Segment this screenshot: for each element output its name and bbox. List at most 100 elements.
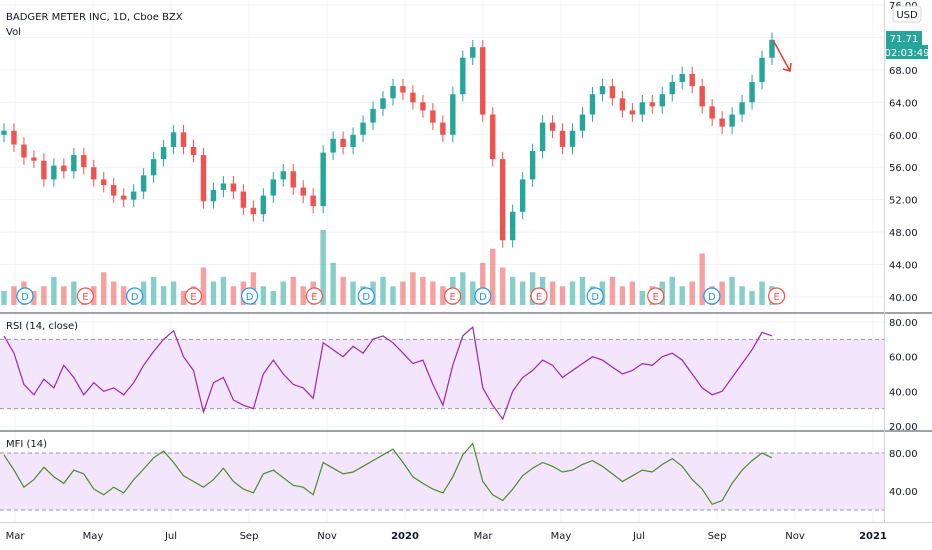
time-tick-label: Sep xyxy=(708,531,727,542)
mfi-tick-label: 80.00 xyxy=(889,449,918,460)
volume-bar xyxy=(71,281,77,305)
candle-body xyxy=(250,207,257,215)
candle-body xyxy=(689,73,695,87)
dividend-marker[interactable] xyxy=(357,287,375,305)
candle-body xyxy=(410,92,416,103)
volume-bar xyxy=(410,272,416,305)
earnings-marker[interactable] xyxy=(76,287,95,305)
volume-bar xyxy=(639,290,646,305)
candle-body xyxy=(200,155,207,202)
candle-body xyxy=(340,138,346,147)
candle-body xyxy=(450,94,456,135)
earnings-marker[interactable] xyxy=(184,287,203,305)
candle-body xyxy=(11,130,17,145)
candle-body xyxy=(759,57,765,83)
price-tick-label: 44.00 xyxy=(889,261,918,272)
earnings-marker[interactable] xyxy=(647,287,665,305)
candle-body xyxy=(130,191,137,200)
volume-bar xyxy=(320,230,326,305)
dividend-marker[interactable] xyxy=(16,287,34,305)
time-tick-label: Sep xyxy=(240,531,259,542)
rsi-band-fill xyxy=(0,339,884,409)
price-tick-label: 68.00 xyxy=(889,66,918,77)
last-price-value: 71.71 xyxy=(890,34,919,45)
candle-body xyxy=(310,195,316,207)
candle-body xyxy=(480,47,486,115)
dividend-marker[interactable] xyxy=(474,287,492,305)
volume-bar xyxy=(529,272,536,305)
volume-bar xyxy=(340,276,346,305)
candle-body xyxy=(260,195,267,215)
volume-bar xyxy=(31,290,37,305)
time-tick-label: Mar xyxy=(474,531,494,542)
candle-body xyxy=(420,102,426,111)
candle-body xyxy=(699,86,705,107)
volume-bar xyxy=(679,286,685,305)
earnings-marker[interactable] xyxy=(530,287,548,305)
volume-bar xyxy=(579,276,586,305)
candle-body xyxy=(440,122,446,135)
mfi-series xyxy=(3,442,773,506)
time-axis[interactable]: Mar May Jul Sep Nov 2020 Mar May Jul Sep Nov 2021 xyxy=(6,531,887,542)
volume-bar xyxy=(490,248,496,305)
event-marker-letter: D xyxy=(131,292,139,303)
candle-body xyxy=(300,187,306,196)
earnings-marker[interactable] xyxy=(305,287,323,305)
price-axis[interactable]: 76.0072.0068.0064.0060.0056.0052.0048.00… xyxy=(889,1,918,498)
candle-body xyxy=(519,179,526,212)
price-candles xyxy=(1,32,775,248)
event-marker-letter: D xyxy=(708,292,716,303)
candle-body xyxy=(559,130,566,147)
event-marker-letter: E xyxy=(82,292,88,303)
volume-bar xyxy=(200,267,207,305)
earnings-marker[interactable] xyxy=(444,287,462,305)
time-tick-label: 2020 xyxy=(391,531,419,542)
rsi-line xyxy=(3,326,773,421)
candle-body xyxy=(470,47,476,58)
candle-body xyxy=(51,165,57,180)
dividend-marker[interactable] xyxy=(703,287,721,305)
candle-body xyxy=(370,108,376,123)
volume-bar xyxy=(61,286,67,305)
volume-bar xyxy=(290,276,296,305)
candle-body xyxy=(61,165,67,172)
event-marker-letter: D xyxy=(362,292,370,303)
volume-bar xyxy=(390,286,396,305)
indicator-bands xyxy=(0,338,884,511)
volume-bar xyxy=(101,272,107,305)
volume-bar xyxy=(1,290,7,305)
candle-body xyxy=(71,155,77,172)
candle-body xyxy=(709,106,715,119)
event-marker-letter: E xyxy=(449,292,455,303)
event-marker-letter: E xyxy=(653,292,659,303)
volume-bar xyxy=(210,281,217,305)
candle-body xyxy=(101,179,107,186)
volume-bar xyxy=(519,281,526,305)
symbol-title: BADGER METER INC, 1D, Cboe BZX xyxy=(6,12,183,23)
currency-button[interactable] xyxy=(892,5,922,23)
mfi-band-fill xyxy=(0,453,884,510)
price-tick-label: 64.00 xyxy=(889,98,918,109)
time-tick-label: Nov xyxy=(317,531,337,542)
candle-body xyxy=(549,122,556,131)
candle-body xyxy=(749,82,755,103)
mfi-line xyxy=(3,442,773,506)
last-price-badge xyxy=(886,31,922,45)
candle-body xyxy=(629,110,636,115)
price-tick-label: 60.00 xyxy=(889,131,918,142)
candle-body xyxy=(529,151,536,180)
volume-bar xyxy=(460,272,466,305)
forecast-arrow[interactable] xyxy=(772,39,792,72)
volume-bar xyxy=(180,290,187,305)
candle-body xyxy=(270,179,277,196)
earnings-marker[interactable] xyxy=(768,287,786,305)
volume-bar xyxy=(440,286,446,305)
candle-body xyxy=(111,185,117,196)
time-tick-label: Jul xyxy=(632,531,645,542)
dividend-marker[interactable] xyxy=(586,287,604,305)
candle-body xyxy=(1,130,7,135)
dividend-marker[interactable] xyxy=(241,287,259,305)
dividend-marker[interactable] xyxy=(126,287,144,305)
